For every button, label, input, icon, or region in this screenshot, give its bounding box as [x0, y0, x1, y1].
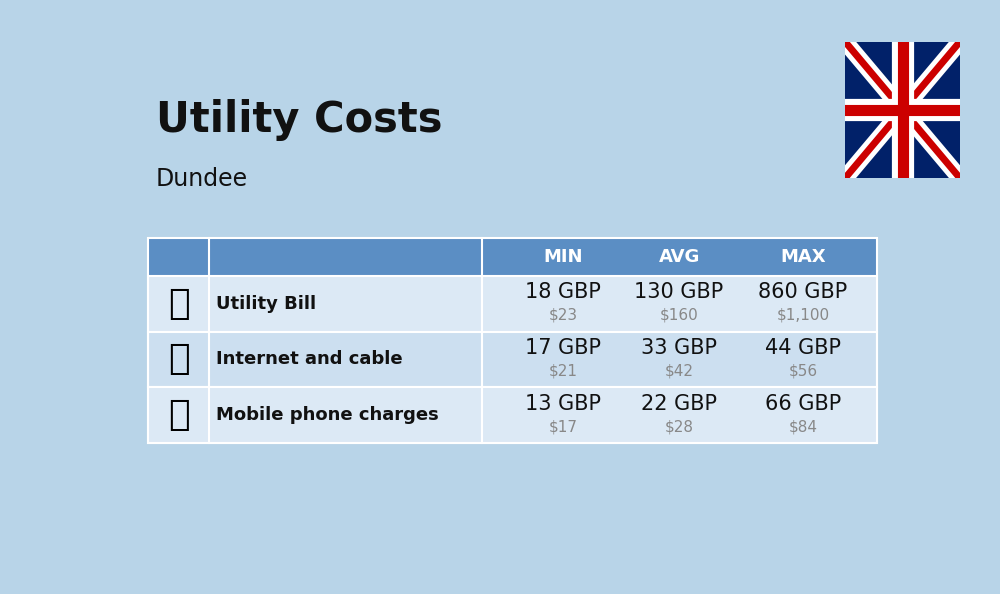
- Text: MAX: MAX: [780, 248, 826, 266]
- Text: $17: $17: [548, 419, 577, 434]
- Text: 📱: 📱: [168, 398, 189, 432]
- Text: $23: $23: [548, 308, 577, 323]
- Text: Dundee: Dundee: [156, 168, 248, 191]
- Bar: [148, 331, 877, 387]
- Text: Utility Costs: Utility Costs: [156, 99, 442, 141]
- Text: 🔧: 🔧: [168, 287, 189, 321]
- Text: 66 GBP: 66 GBP: [765, 394, 841, 414]
- Text: Mobile phone charges: Mobile phone charges: [216, 406, 439, 424]
- Text: MIN: MIN: [543, 248, 583, 266]
- Text: Utility Bill: Utility Bill: [216, 295, 317, 312]
- Text: 📡: 📡: [168, 342, 189, 377]
- Bar: [148, 387, 877, 443]
- Text: 18 GBP: 18 GBP: [525, 282, 601, 302]
- Text: $42: $42: [665, 364, 694, 378]
- Text: 44 GBP: 44 GBP: [765, 338, 841, 358]
- Text: 130 GBP: 130 GBP: [635, 282, 724, 302]
- Text: $21: $21: [548, 364, 577, 378]
- Bar: [148, 238, 877, 443]
- Text: $84: $84: [789, 419, 818, 434]
- Text: 33 GBP: 33 GBP: [641, 338, 717, 358]
- Text: 22 GBP: 22 GBP: [641, 394, 717, 414]
- Text: $160: $160: [660, 308, 698, 323]
- Bar: [148, 276, 877, 331]
- Text: Internet and cable: Internet and cable: [216, 350, 403, 368]
- Text: 17 GBP: 17 GBP: [525, 338, 601, 358]
- Text: $1,100: $1,100: [777, 308, 830, 323]
- Text: $28: $28: [665, 419, 694, 434]
- Text: 13 GBP: 13 GBP: [525, 394, 601, 414]
- Text: $56: $56: [789, 364, 818, 378]
- Text: AVG: AVG: [658, 248, 700, 266]
- Text: 860 GBP: 860 GBP: [759, 282, 848, 302]
- Bar: [148, 238, 877, 276]
